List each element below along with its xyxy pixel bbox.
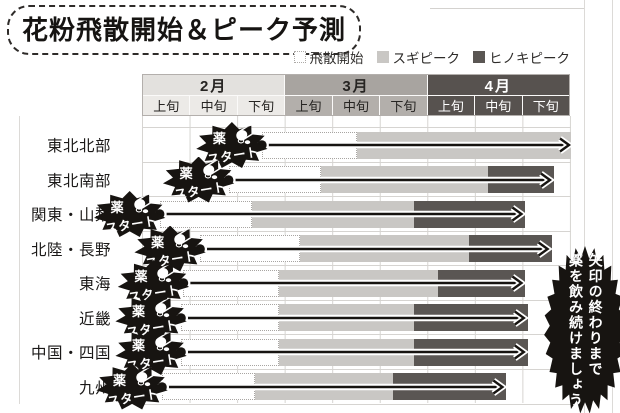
pill-capsule-icon [157,262,179,283]
duration-arrow [221,170,556,189]
badge-label-line1: 薬 [151,234,165,250]
page-rule-right-inner [584,0,585,413]
legend-label: スギピーク [392,51,461,66]
page-rule-left [19,116,20,404]
legend-item-hinoki: ヒノキピーク [473,47,570,67]
badge-label-line1: 薬 [132,303,146,319]
legend-item-sugi: スギピーク [376,47,461,67]
legend-swatch-hinoki [473,51,485,63]
period-header: 下旬 [237,96,285,115]
legend-label: ヒノキピーク [489,51,570,66]
region-label: 近畿 [78,310,111,328]
region-row: 近畿薬スタート [79,294,571,341]
page-rule-right-outer [612,0,613,413]
region-row: 中国・四国薬スタート [31,329,571,376]
callout-text: 矢印の終わりまで 薬を飲み続けましょう [565,253,604,408]
legend: 飛散開始 スギピーク ヒノキピーク [293,47,570,67]
month-header: 4月 [427,75,569,95]
region-row: 東海薬スタート [79,260,571,307]
callout-line-1: 矢印の終わりまで [587,252,604,377]
region-label: 北陸・長野 [30,241,111,259]
period-header: 下旬 [522,96,569,115]
legend-item-start: 飛散開始 [293,47,364,67]
region-row: 東北北部薬スタート [47,122,575,169]
badge-label-line1: 薬 [134,269,148,284]
pill-capsule-icon [202,158,224,179]
month-header: 3月 [285,75,427,95]
month-header: 2月 [143,75,285,95]
region-label: 関東・山梨 [30,207,111,225]
badge-label-line1: 薬 [179,165,193,181]
calendar-header: 2月 3月 4月 上旬 中旬 下旬 上旬 中旬 下旬 上旬 中旬 下旬 [142,74,570,116]
pill-capsule-icon [174,227,195,248]
legend-swatch-start [293,51,306,63]
grid-body: 東北北部薬スタート 東北南部薬スタート 関東・山梨薬スタート 北陸・長野薬スタート 東海… [31,116,575,410]
period-header: 中旬 [475,96,522,115]
duration-arrow [155,377,508,396]
region-label: 東海 [78,276,111,294]
region-label: 九州 [78,379,111,397]
region-label: 東北南部 [46,172,111,190]
badge-label-line1: 薬 [212,131,226,146]
region-row: 関東・山梨薬スタート [31,191,571,238]
duration-arrow [176,274,527,292]
region-row: 東北南部薬スタート [47,156,571,203]
period-header: 中旬 [332,96,380,115]
badge-label-line1: 薬 [110,200,124,215]
page-title: 花粉飛散開始＆ピーク予測 [7,5,362,55]
badge-label-line1: 薬 [113,372,127,388]
period-header: 上旬 [143,96,190,115]
period-header: 上旬 [427,96,475,115]
region-label: 中国・四国 [30,345,111,363]
duration-arrow [174,343,529,361]
period-header: 下旬 [380,96,427,115]
region-label: 東北北部 [46,138,111,156]
page-title-text: 花粉飛散開始＆ピーク予測 [22,15,347,45]
region-row: 北陸・長野薬スタート [31,225,571,272]
callout-line-2: 薬を飲み続けましょう [568,252,584,408]
legend-label: 飛散開始 [309,51,364,66]
pill-capsule-icon [136,365,157,386]
legend-swatch-sugi [376,51,389,63]
page-rule-top [430,8,584,9]
period-header: 中旬 [190,96,237,115]
period-header: 上旬 [285,96,332,115]
duration-arrow [174,308,529,327]
pill-capsule-icon [155,331,176,352]
pill-capsule-icon [155,296,176,317]
duration-arrow [193,239,553,258]
region-row: 九州薬スタート [79,363,571,410]
badge-label-line1: 薬 [132,338,146,353]
duration-arrow [152,205,527,223]
